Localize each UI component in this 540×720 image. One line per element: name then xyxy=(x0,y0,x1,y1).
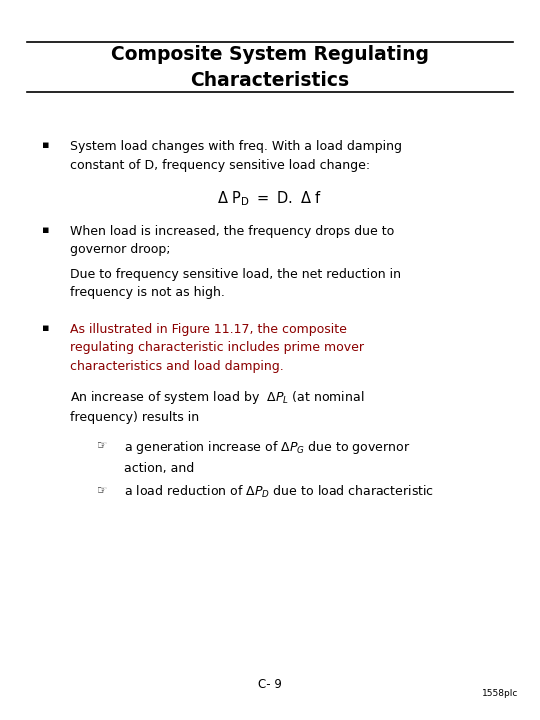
Text: Due to frequency sensitive load, the net reduction in
frequency is not as high.: Due to frequency sensitive load, the net… xyxy=(70,268,401,300)
Text: ☞: ☞ xyxy=(97,484,108,497)
Text: $\Delta\ \mathregular{P_D}\ =\ \mathregular{D.}\ \Delta\ \mathregular{f}$: $\Delta\ \mathregular{P_D}\ =\ \mathregu… xyxy=(218,189,322,208)
Text: 1558plc: 1558plc xyxy=(482,690,518,698)
Text: a load reduction of $\Delta P_D$ due to load characteristic: a load reduction of $\Delta P_D$ due to … xyxy=(124,484,434,500)
Text: ▪: ▪ xyxy=(42,225,50,235)
Text: ☞: ☞ xyxy=(97,439,108,452)
Text: ▪: ▪ xyxy=(42,140,50,150)
Text: System load changes with freq. With a load damping
constant of D, frequency sens: System load changes with freq. With a lo… xyxy=(70,140,402,172)
Text: When load is increased, the frequency drops due to
governor droop;: When load is increased, the frequency dr… xyxy=(70,225,394,256)
Text: As illustrated in Figure 11.17, the composite
regulating characteristic includes: As illustrated in Figure 11.17, the comp… xyxy=(70,323,364,372)
Text: a generation increase of $\Delta P_G$ due to governor
action, and: a generation increase of $\Delta P_G$ du… xyxy=(124,439,410,474)
Text: ▪: ▪ xyxy=(42,323,50,333)
Text: C- 9: C- 9 xyxy=(258,678,282,691)
Text: Composite System Regulating
Characteristics: Composite System Regulating Characterist… xyxy=(111,45,429,90)
Text: An increase of system load by  $\Delta P_L$ (at nominal
frequency) results in: An increase of system load by $\Delta P_… xyxy=(70,389,364,424)
